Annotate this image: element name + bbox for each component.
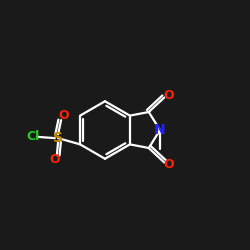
Text: O: O <box>164 89 174 102</box>
Text: O: O <box>164 158 174 171</box>
Text: N: N <box>154 123 166 137</box>
Text: O: O <box>59 109 70 122</box>
Text: Cl: Cl <box>26 130 39 143</box>
Text: S: S <box>53 131 63 145</box>
Text: O: O <box>49 153 60 166</box>
